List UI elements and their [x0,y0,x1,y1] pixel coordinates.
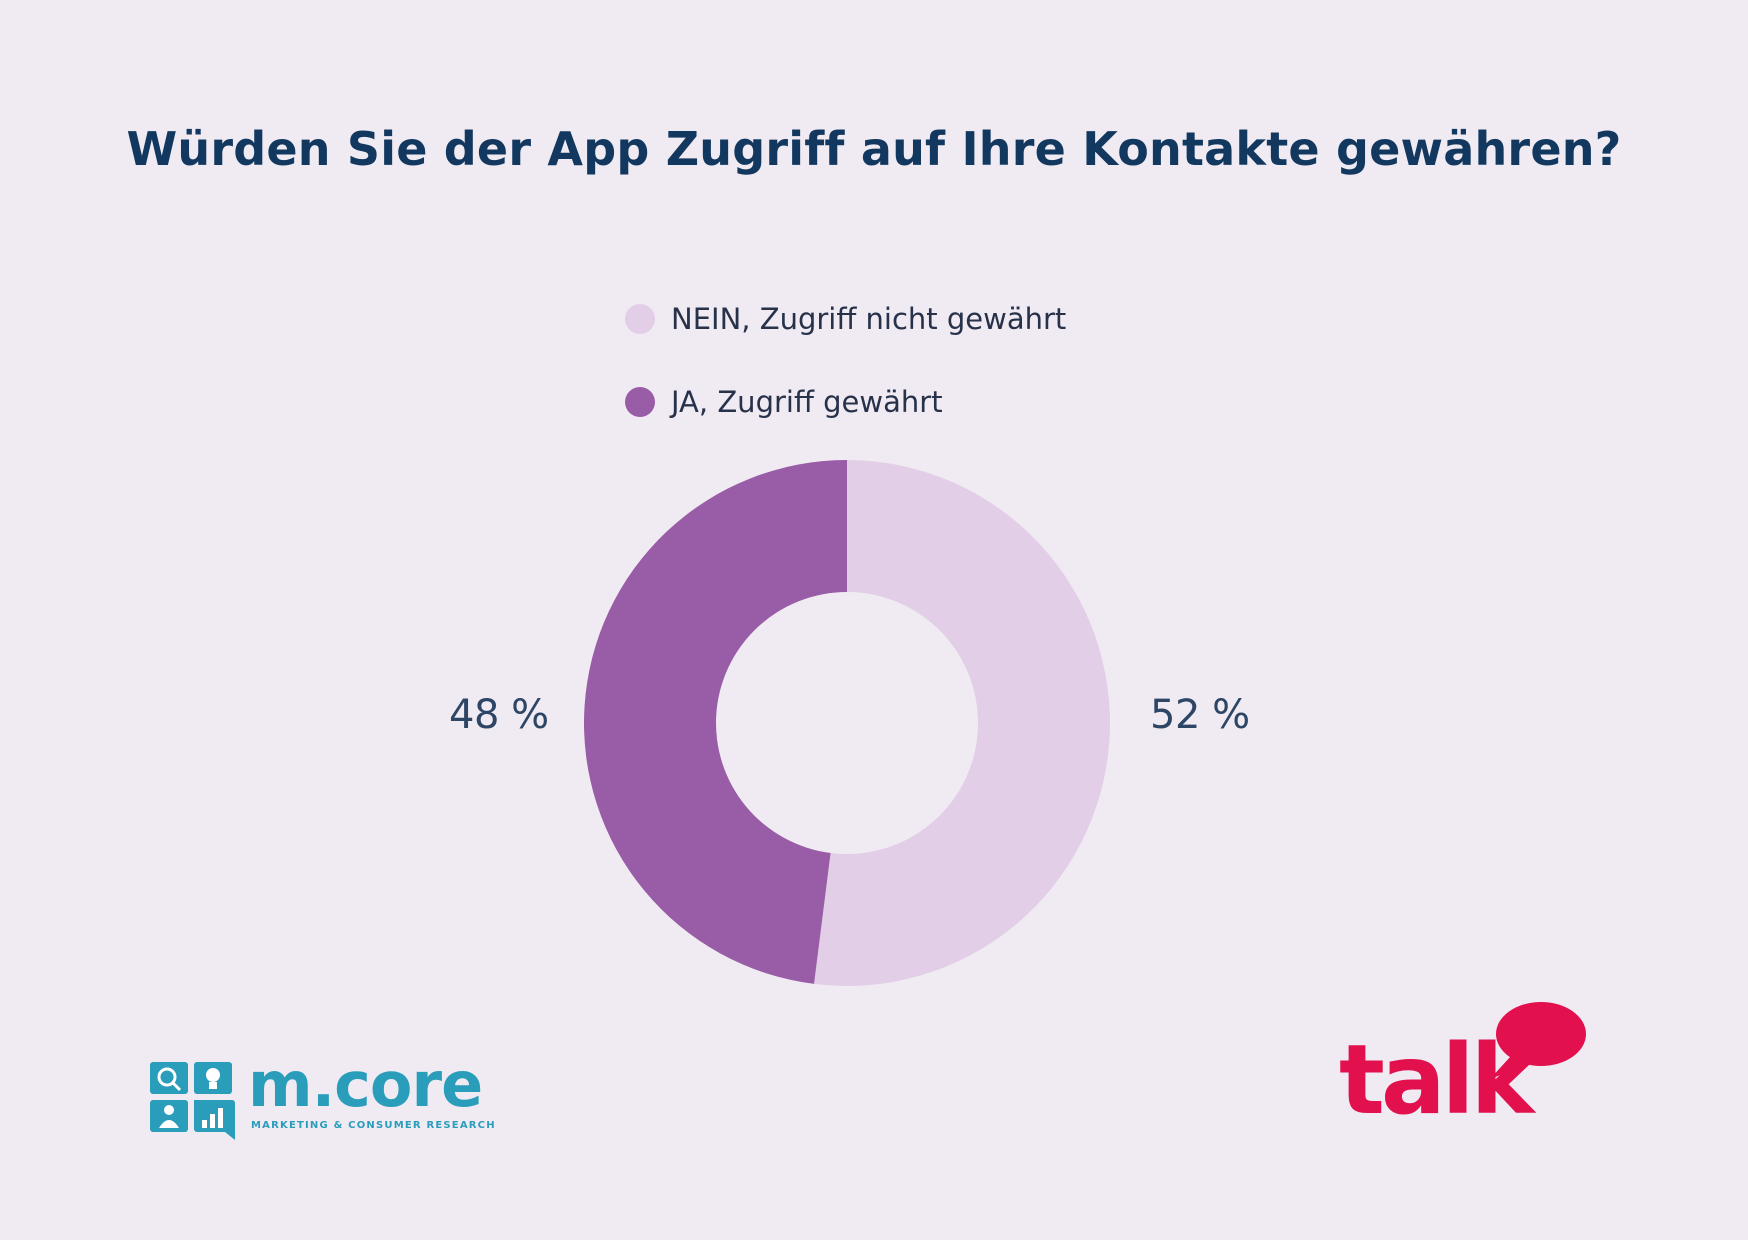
legend-label-nein: NEIN, Zugriff nicht gewährt [671,302,1067,336]
chart-title: Würden Sie der App Zugriff auf Ihre Kont… [126,122,1622,176]
legend-item-nein: NEIN, Zugriff nicht gewährt [625,299,1066,339]
talk-wordmark: talk [1339,1024,1534,1136]
data-label-nein: 52 % [1150,692,1250,738]
legend-swatch-ja [625,387,655,417]
donut-slice-nein [814,460,1111,986]
donut-slice-ja [584,460,847,984]
mcore-logo-icon [150,1062,235,1140]
legend-label-ja: JA, Zugriff gewährt [671,385,943,419]
legend-swatch-nein [625,304,655,334]
mcore-logo: m.core MARKETING & CONSUMER RESEARCH [150,1048,495,1142]
data-label-ja: 48 % [449,692,549,738]
talk-logo: talk [1335,1000,1586,1140]
mcore-wordmark: m.core [248,1048,483,1121]
mcore-subtitle: MARKETING & CONSUMER RESEARCH [251,1120,496,1131]
speech-bubble-icon [1489,1002,1586,1080]
legend-item-ja: JA, Zugriff gewährt [625,382,943,422]
